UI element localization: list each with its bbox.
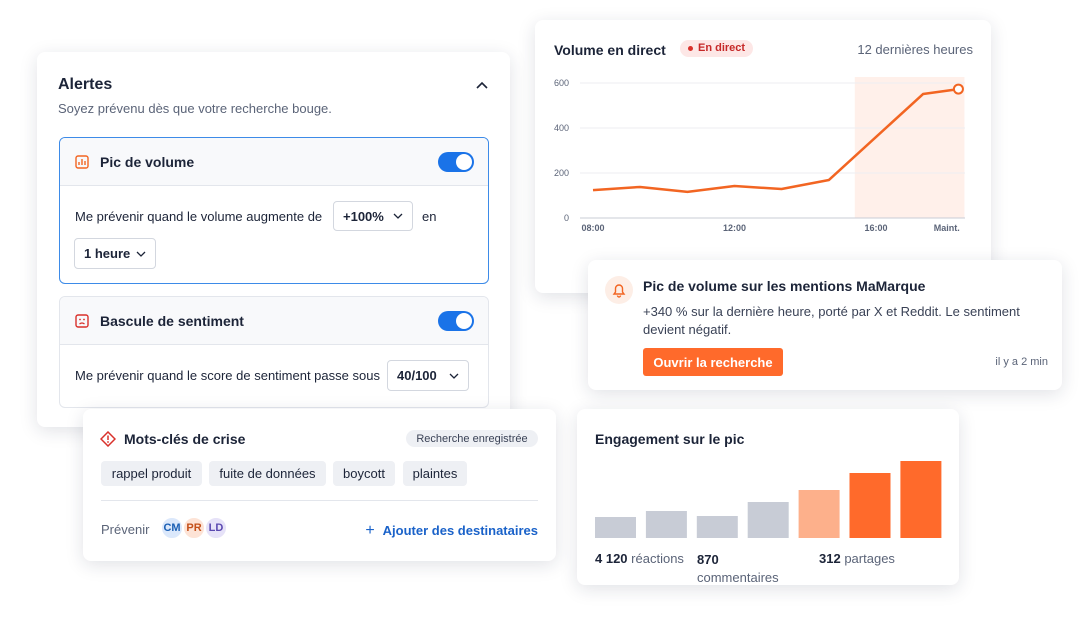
bar xyxy=(645,511,687,538)
notification-card: Pic de volume sur les mentions MaMarque … xyxy=(588,260,1062,390)
stat-label: commentaires xyxy=(697,570,779,585)
stat-count: 312 xyxy=(819,551,841,566)
recipient-avatar: LD xyxy=(204,516,228,540)
rule-condition: Me prévenir quand le score de sentiment … xyxy=(75,368,380,383)
live-badge-text: En direct xyxy=(698,42,746,54)
rule-icon xyxy=(75,314,89,328)
x-tick-label: 08:00 xyxy=(581,223,604,233)
chart-subtitle: 12 dernières heures xyxy=(857,42,973,57)
crisis-title: Mots-clés de crise xyxy=(124,431,246,447)
stat-label: partages xyxy=(844,551,895,566)
rule-connector: en xyxy=(422,209,437,224)
bell-icon xyxy=(605,276,633,304)
keyword-chip: fuite de données xyxy=(209,461,326,486)
recipient-avatar: PR xyxy=(182,516,206,540)
x-tick-label: 12:00 xyxy=(723,223,746,233)
live-badge: En direct xyxy=(680,40,754,57)
rule-toggle[interactable] xyxy=(438,152,474,172)
bar xyxy=(747,502,789,538)
stat: 4 120 réactions xyxy=(595,551,684,566)
stat: 870 commentaires xyxy=(697,551,779,587)
warning-icon xyxy=(100,431,116,447)
bar xyxy=(595,517,636,538)
highlight-band xyxy=(854,77,965,218)
bar xyxy=(798,490,840,538)
add-recipients-text: Ajouter des destinataires xyxy=(382,523,538,538)
keyword-chip: rappel produit xyxy=(101,461,202,486)
crisis-card: Mots-clés de crise Recherche enregistrée… xyxy=(83,409,556,561)
rule-title: Pic de volume xyxy=(100,154,195,170)
chart-title: Engagement sur le pic xyxy=(595,431,745,447)
threshold-select[interactable]: +100% xyxy=(333,201,413,231)
add-recipients[interactable]: + Ajouter des destinataires xyxy=(365,522,538,539)
engagement-card: Engagement sur le pic 4 120 réactions 87… xyxy=(577,409,959,585)
divider xyxy=(101,500,538,501)
line-series xyxy=(592,87,959,194)
threshold-select[interactable]: 40/100 xyxy=(387,360,469,391)
stat-count: 870 xyxy=(697,552,719,567)
rule-header xyxy=(60,138,488,186)
chart-title: Volume en direct xyxy=(554,42,666,58)
rule-toggle[interactable] xyxy=(438,311,474,331)
stat-label: réactions xyxy=(631,551,684,566)
x-tick-label: Maint. xyxy=(934,223,960,233)
volume-card: Volume en direct En direct 12 dernières … xyxy=(535,20,991,293)
saved-badge: Recherche enregistrée xyxy=(406,430,538,447)
notify-label: Prévenir xyxy=(101,522,150,537)
rule-title: Bascule de sentiment xyxy=(100,313,244,329)
collapse-icon[interactable] xyxy=(475,80,489,90)
notification-time: il y a 2 min xyxy=(995,356,1048,368)
recipient-avatar: CM xyxy=(160,516,184,540)
rule-box: Bascule de sentiment Me prévenir quand l… xyxy=(59,296,489,408)
x-tick-label: 16:00 xyxy=(864,223,887,233)
y-tick-label: 0 xyxy=(564,213,569,223)
y-tick-label: 200 xyxy=(554,168,569,178)
keyword-chip: plaintes xyxy=(403,461,467,486)
stat: 312 partages xyxy=(819,551,895,566)
period-value: 1 heure xyxy=(84,246,131,261)
rule-box: Pic de volume Me prévenir quand le volum… xyxy=(59,137,489,284)
threshold-value: 40/100 xyxy=(397,368,437,383)
period-select[interactable]: 1 heure xyxy=(74,238,156,269)
open-search-button[interactable]: Ouvrir la recherche xyxy=(643,348,783,376)
line-chart: 0 200 400 600 08:00 12:00 16:00 Maint. xyxy=(554,77,965,233)
stat-count: 4 120 xyxy=(595,551,628,566)
bar xyxy=(900,461,942,538)
y-tick-label: 600 xyxy=(554,78,569,88)
bar xyxy=(696,516,738,538)
keyword-chip: boycott xyxy=(333,461,395,486)
notification-title: Pic de volume sur les mentions MaMarque xyxy=(643,278,926,294)
alerts-subtitle: Soyez prévenu dès que votre recherche bo… xyxy=(58,101,332,116)
notification-body: +340 % sur la dernière heure, porté par … xyxy=(643,304,1020,337)
rule-header xyxy=(60,297,488,345)
alerts-title: Alertes xyxy=(58,76,113,93)
rule-condition: Me prévenir quand le volume augmente de xyxy=(75,209,323,224)
bar-chart xyxy=(595,461,942,538)
bar xyxy=(849,473,891,538)
threshold-value: +100% xyxy=(343,208,384,224)
y-tick-label: 400 xyxy=(554,123,569,133)
alerts-card: Alertes Soyez prévenu dès que votre rech… xyxy=(37,52,510,427)
rule-icon xyxy=(75,155,89,169)
current-point xyxy=(952,83,964,95)
